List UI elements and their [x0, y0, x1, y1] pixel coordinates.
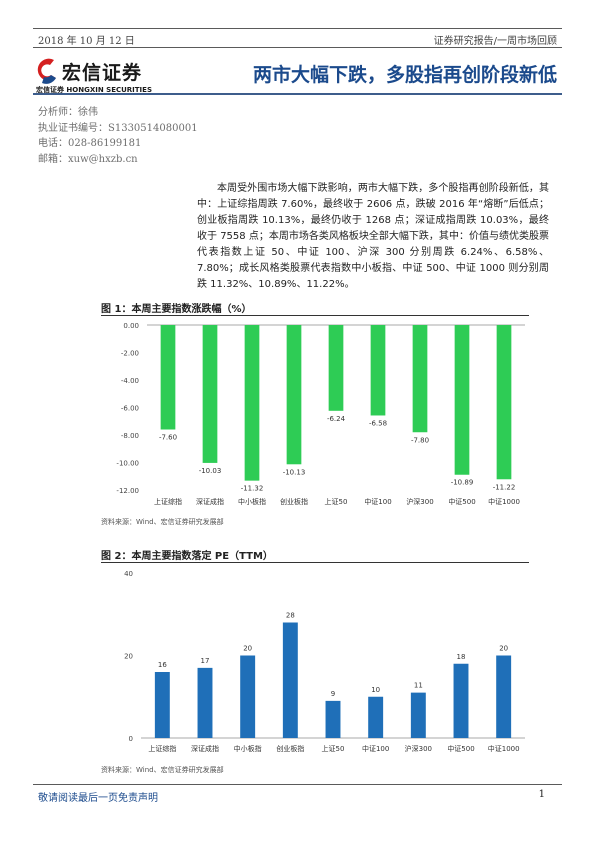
category-label: 上证50: [322, 744, 345, 753]
data-label: -11.32: [241, 485, 264, 493]
category-label: 深证成指: [196, 497, 224, 506]
data-label: 18: [457, 653, 466, 661]
data-label: -11.22: [493, 483, 516, 491]
figure1-rule: [101, 315, 529, 316]
bar-深证成指: [202, 325, 218, 463]
data-label: 16: [158, 661, 167, 669]
analyst-name: 分析师：徐伟: [38, 107, 98, 118]
logo-name: 宏信证券: [62, 62, 143, 84]
data-label: -10.89: [451, 479, 474, 487]
bar-沪深300: [412, 325, 428, 433]
data-label: -7.60: [159, 434, 177, 442]
category-label: 创业板指: [276, 744, 304, 753]
logo-mark-icon: [37, 58, 56, 84]
bar-上证50: [325, 700, 341, 738]
logo-subtitle: 宏信证券 HONGXIN SECURITIES: [36, 86, 152, 94]
data-label: -10.03: [199, 467, 222, 475]
data-label: -7.80: [411, 436, 429, 444]
bar-中小板指: [244, 325, 260, 481]
bar-深证成指: [197, 667, 213, 738]
company-logo: 宏信证券 宏信证券 HONGXIN SECURITIES: [34, 56, 194, 96]
analyst-block: 分析师：徐伟 执业证书编号：S1330514080001 电话：028-8619…: [38, 105, 198, 167]
y-tick-label: -12.00: [116, 487, 139, 495]
page-title: 两市大幅下跌，多股指再创阶段新低: [252, 64, 557, 86]
data-label: 11: [414, 682, 423, 690]
bar-上证综指: [154, 672, 170, 738]
y-tick-label: -6.00: [121, 405, 139, 413]
page-number: 1: [538, 789, 545, 800]
data-label: 28: [286, 612, 295, 620]
figure2-source: 资料来源：Wind、宏信证券研究发展部: [101, 766, 224, 774]
y-tick-label: 0.00: [123, 322, 139, 330]
category-label: 上证综指: [148, 744, 176, 753]
figure2-chart: 40 20 0 16 上证综指 17 深证成指 20 中小板指 28 创业板指 9 上证50 10 中证10…: [124, 570, 525, 753]
category-label: 中证500: [447, 744, 474, 753]
y-tick-label: -2.00: [121, 350, 139, 358]
summary-paragraph: 本周受外围市场大幅下跌影响，两市大幅下跌，多个股指再创阶段新低，其中：上证综指周…: [197, 183, 549, 290]
figure1-chart: 0.00 -2.00 -4.00 -6.00 -8.00 -10.00 -12.00 -7.6…: [116, 322, 525, 506]
figure1-title: 图 1：本周主要指数涨跌幅（%）: [101, 304, 252, 315]
header-rule-bottom: [33, 47, 562, 48]
y-tick-label: 40: [124, 570, 133, 578]
category-label: 创业板指: [280, 497, 308, 506]
bar-中证500: [454, 325, 470, 475]
analyst-phone: 电话：028-86199181: [38, 138, 142, 149]
data-label: -6.24: [327, 415, 346, 423]
bar-中证100: [368, 696, 384, 738]
category-label: 中证1000: [488, 744, 520, 753]
y-tick-label: -10.00: [116, 460, 139, 468]
figure2-rule: [101, 562, 529, 563]
category-label: 沪深300: [405, 744, 432, 753]
data-label: 10: [371, 686, 380, 694]
bar-中证1000: [496, 325, 512, 480]
figure1-source: 资料来源：Wind、宏信证券研究发展部: [101, 518, 224, 526]
footer-rule: [33, 784, 562, 785]
category-label: 中小板指: [238, 497, 266, 506]
y-tick-label: 20: [124, 653, 133, 661]
report-type: 证券研究报告/一周市场回顾: [433, 36, 557, 47]
bar-沪深300: [410, 692, 426, 738]
bar-创业板指: [286, 325, 302, 465]
bar-创业板指: [282, 622, 298, 738]
category-label: 上证综指: [154, 497, 182, 506]
bar-中证500: [453, 663, 469, 738]
y-tick-label: -8.00: [121, 432, 139, 440]
category-label: 中小板指: [234, 744, 262, 753]
category-label: 中证1000: [488, 497, 520, 506]
category-label: 沪深300: [406, 497, 433, 506]
title-rule: [33, 93, 562, 95]
header-rule-top: [33, 28, 562, 29]
bar-中证1000: [496, 655, 512, 738]
bar-上证50: [328, 325, 344, 411]
analyst-email[interactable]: 邮箱：xuw@hxzb.cn: [38, 153, 138, 165]
bar-上证综指: [160, 325, 176, 430]
analyst-license: 执业证书编号：S1330514080001: [38, 122, 198, 134]
bar-中证100: [370, 325, 386, 416]
data-label: -6.58: [369, 419, 387, 427]
report-date: 2018 年 10 月 12 日: [38, 36, 135, 47]
category-label: 深证成指: [191, 744, 219, 753]
data-label: 9: [331, 690, 335, 698]
data-label: 17: [201, 657, 210, 665]
data-label: 20: [243, 645, 252, 653]
y-tick-label: 0: [129, 735, 133, 743]
data-label: -10.13: [283, 468, 306, 476]
category-label: 上证50: [325, 497, 348, 506]
y-tick-label: -4.00: [121, 377, 139, 385]
category-label: 中证100: [364, 497, 391, 506]
footer-disclaimer[interactable]: 敬请阅读最后一页免责声明: [38, 793, 158, 804]
category-label: 中证100: [362, 744, 389, 753]
bar-中小板指: [240, 655, 256, 738]
data-label: 20: [499, 645, 508, 653]
category-label: 中证500: [448, 497, 475, 506]
figure2-title: 图 2：本周主要指数落定 PE（TTM）: [101, 551, 273, 562]
